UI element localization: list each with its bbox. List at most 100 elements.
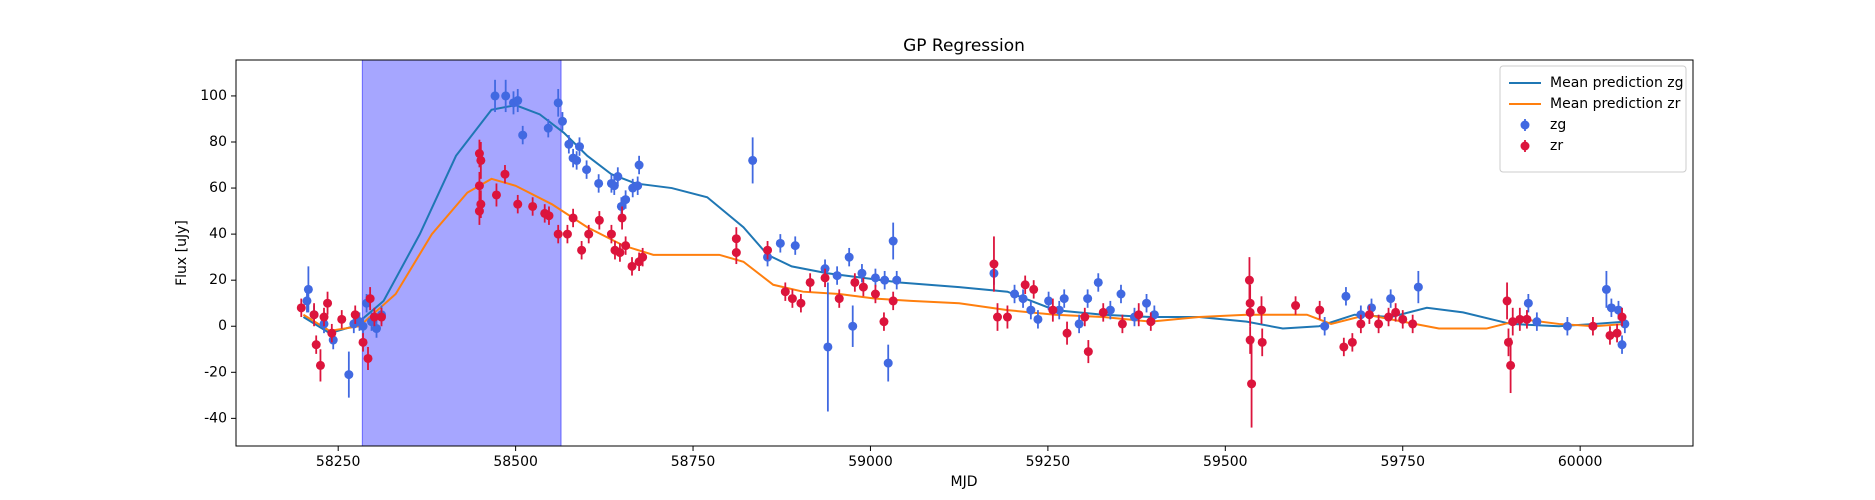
- legend-label: Mean prediction zg: [1550, 75, 1684, 91]
- data-point: [474, 181, 484, 191]
- data-point: [1116, 289, 1126, 299]
- data-point: [805, 277, 815, 287]
- data-point: [302, 296, 312, 306]
- data-point: [327, 328, 337, 338]
- data-point: [775, 238, 785, 248]
- data-point: [892, 275, 902, 285]
- data-point: [564, 139, 574, 149]
- data-point: [627, 261, 637, 271]
- data-point: [763, 245, 773, 255]
- data-point: [315, 360, 325, 370]
- data-point: [1320, 321, 1330, 331]
- x-tick-label: 58250: [316, 454, 361, 470]
- y-tick-label: 40: [209, 226, 227, 242]
- data-point: [879, 317, 889, 327]
- data-point: [1606, 303, 1616, 313]
- data-point: [1532, 317, 1542, 327]
- x-tick-label: 58500: [493, 454, 538, 470]
- data-point: [888, 236, 898, 246]
- data-point: [1291, 301, 1301, 311]
- data-point: [1149, 310, 1159, 320]
- data-point: [553, 229, 563, 239]
- legend-label: zr: [1550, 138, 1563, 154]
- data-point: [832, 271, 842, 281]
- data-point: [731, 248, 741, 258]
- data-point: [584, 229, 594, 239]
- data-point: [372, 324, 382, 334]
- data-point: [1347, 337, 1357, 347]
- data-point: [613, 172, 623, 182]
- data-point: [1613, 305, 1623, 315]
- data-point: [303, 284, 313, 294]
- data-point: [572, 155, 582, 165]
- data-point: [1062, 328, 1072, 338]
- plot-area: [296, 60, 1630, 446]
- data-point: [1508, 317, 1518, 327]
- x-tick-label: 59000: [848, 454, 893, 470]
- data-point: [365, 294, 375, 304]
- data-point: [476, 155, 486, 165]
- x-tick-label: 59500: [1203, 454, 1248, 470]
- data-point: [309, 310, 319, 320]
- data-point: [1048, 305, 1058, 315]
- data-point: [1020, 280, 1030, 290]
- data-point: [323, 298, 333, 308]
- data-point: [582, 165, 592, 175]
- legend-swatch: [1520, 120, 1530, 130]
- data-point: [553, 98, 563, 108]
- data-point: [1356, 319, 1366, 329]
- x-tick-label: 58750: [671, 454, 716, 470]
- data-point: [1374, 319, 1384, 329]
- data-point: [1018, 294, 1028, 304]
- legend: Mean prediction zg Mean prediction zr zg zr: [1499, 65, 1687, 173]
- data-point: [609, 181, 619, 191]
- data-point: [594, 178, 604, 188]
- chart-title: GP Regression: [903, 36, 1025, 56]
- x-tick-label: 59750: [1380, 454, 1425, 470]
- data-point: [594, 215, 604, 225]
- data-point: [1605, 330, 1615, 340]
- data-point: [1341, 291, 1351, 301]
- data-point: [1093, 277, 1103, 287]
- data-point: [1105, 305, 1115, 315]
- data-point: [1588, 321, 1598, 331]
- data-point: [1059, 294, 1069, 304]
- data-point: [500, 169, 510, 179]
- data-point: [820, 273, 830, 283]
- legend-label: Mean prediction zr: [1550, 96, 1681, 112]
- data-point: [1245, 335, 1255, 345]
- data-point: [518, 130, 528, 140]
- data-point: [1339, 342, 1349, 352]
- data-point: [790, 241, 800, 251]
- data-point: [311, 340, 321, 350]
- data-point: [1026, 305, 1036, 315]
- data-point: [1134, 310, 1144, 320]
- data-point: [562, 229, 572, 239]
- data-point: [1010, 289, 1020, 299]
- data-point: [577, 245, 587, 255]
- data-point: [1523, 298, 1533, 308]
- data-point: [870, 273, 880, 283]
- data-point: [1098, 307, 1108, 317]
- data-point: [1601, 284, 1611, 294]
- data-point: [857, 268, 867, 278]
- data-point: [363, 353, 373, 363]
- data-point: [350, 310, 360, 320]
- data-point: [1506, 360, 1516, 370]
- data-point: [501, 91, 511, 101]
- data-point: [1247, 379, 1257, 389]
- data-point: [844, 252, 854, 262]
- legend-box: [1499, 65, 1687, 173]
- data-point: [1044, 296, 1054, 306]
- data-point: [1364, 310, 1374, 320]
- data-point: [1054, 305, 1064, 315]
- legend-swatch: [1520, 141, 1530, 151]
- data-point: [780, 287, 790, 297]
- data-point: [543, 123, 553, 133]
- data-point: [1146, 317, 1156, 327]
- data-point: [880, 275, 890, 285]
- data-point: [1408, 319, 1418, 329]
- data-point: [557, 116, 567, 126]
- data-point: [633, 181, 643, 191]
- data-point: [787, 294, 797, 304]
